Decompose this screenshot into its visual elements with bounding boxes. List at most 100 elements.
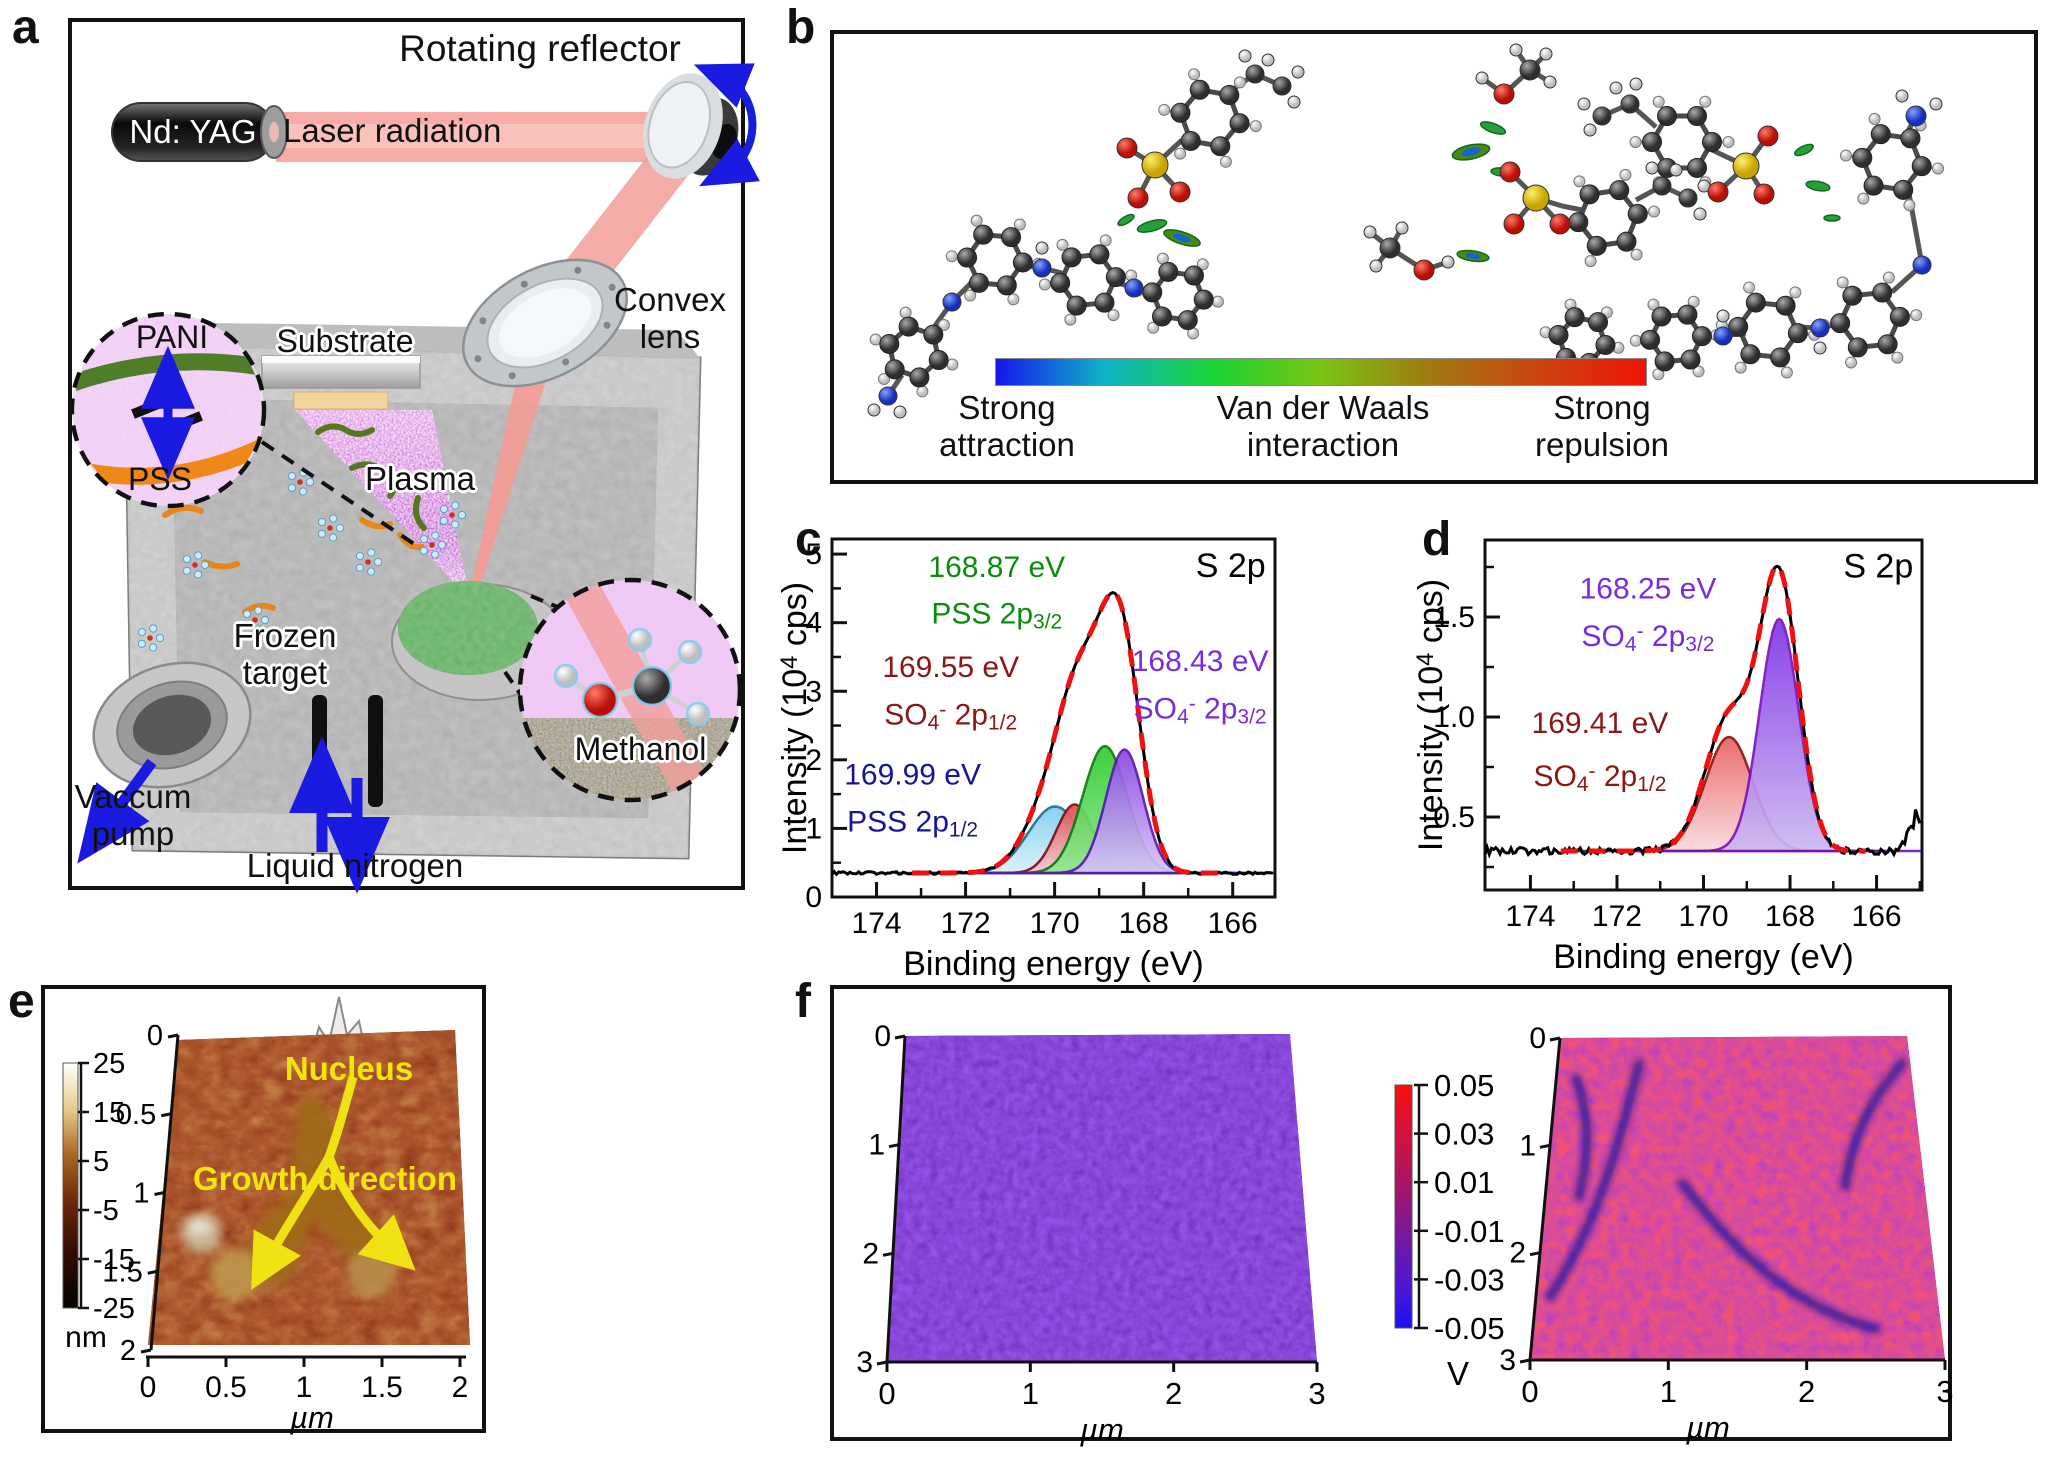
solvent-dot [355,551,365,561]
gray-atom [1620,94,1640,114]
c-atom [1189,79,1210,100]
convex-lens [462,258,628,388]
strong-attraction-label: Strong attraction [939,389,1075,463]
h-atom [1789,286,1802,299]
substrate-holder [261,355,421,410]
h-atom [1249,120,1262,133]
bond [1561,203,1583,213]
nd-yag-label: Nd: YAG [129,113,257,150]
solvent-dot [200,560,210,570]
y-axis-label: Intensity (104 cps) [776,582,814,854]
h-atom [1891,351,1904,364]
h-atom [1868,112,1881,125]
c-atom [1627,203,1648,224]
van-der-waals-label: Van der Waals interaction [1216,389,1430,463]
gray-atom [1379,237,1401,259]
c-atom [1687,106,1707,127]
h-atom [1196,258,1209,271]
afm-surface [148,996,470,1345]
white-atom [1609,81,1623,95]
solvent-dot [373,557,383,567]
c-atom [879,333,900,354]
solvent-dot [298,487,308,496]
f-right-y-tick [1519,1358,1531,1364]
plot-frame [1483,538,1924,892]
x-tick-label: 168 [1119,907,1169,940]
lens-bolt [603,321,611,329]
blue-atom [1032,258,1052,278]
peak-1 [1623,617,1922,853]
h-atom [1619,168,1632,181]
y-tick-label: 1.0 [1433,701,1475,734]
plasma-label: Plasma [364,460,476,497]
vacuum-arrow [77,758,157,864]
c-atom [884,359,905,380]
panel-label-e: e [8,975,35,1028]
f-right-x-tick-label: 0 [1521,1374,1538,1409]
solvent-dot [260,615,270,625]
envelope-curve [830,590,1274,877]
x-tick-label: 170 [1030,907,1080,940]
e-y-tick [160,1112,172,1118]
lens-bolt [479,317,487,325]
solvent-dot [457,510,467,520]
growth-direction-label: Growth direction [193,1160,457,1197]
c-atom [1691,326,1712,347]
e-y-tick-label: 2 [120,1335,136,1367]
f-left-y-axis [885,1035,907,1363]
solvent-dot [430,550,440,559]
h-atom [899,306,912,319]
c-atom [1847,337,1868,358]
solvent-dot [439,504,449,514]
h-atom [1722,136,1735,148]
white-atom [1509,43,1523,57]
peak-name-label-0: SO4- 2p1/2 [1533,760,1666,796]
x-axis-label: Binding energy (eV) [1553,938,1854,976]
e-y-tick-label: 1.5 [102,1256,142,1288]
c-atom [1012,252,1033,273]
f-left-x-tick-label: 1 [1022,1376,1039,1411]
c-atom [1151,306,1172,327]
nd-yag-laser [111,102,288,162]
h-atom [1056,238,1069,251]
y-tick-label: 1.5 [1433,601,1475,634]
h-atom [937,319,950,332]
white-atom [1369,259,1383,273]
frozen-target-label: Frozen target [233,617,337,691]
h-atom [1932,162,1945,175]
c-atom [1775,295,1796,316]
c-atom [1830,313,1851,334]
solvent-o-dot [252,617,258,623]
white-atom [1363,225,1377,239]
spectrum-title: S 2p [1843,547,1913,585]
h-atom [1734,361,1747,374]
f-left-x-tick-label: 2 [1165,1376,1182,1411]
e-x-axis-unit: µm [289,1400,334,1435]
c-atom [1548,325,1569,346]
lens-bolt [574,266,582,274]
pss-label: PSS [127,461,193,497]
f-left-y-tick-label: 3 [856,1346,873,1379]
gray-atom [1592,106,1612,126]
red-atom [1127,187,1149,209]
h-atom [1903,199,1916,212]
red-atom [1549,213,1571,235]
blue-atom [942,292,962,312]
c-atom [1177,310,1198,331]
c-atom [1787,323,1808,344]
h-atom [1007,293,1020,306]
solvent-dot [419,546,428,555]
solvent-dot [182,566,191,575]
c-atom [928,350,949,371]
panel-d-xps-chart: 174 172 170 168 166 0.5 1.0 1.5 Binding energy (… [1412,538,1924,976]
c-atom [1900,128,1921,149]
panel-label-f: f [795,975,811,1028]
lens-bolt [608,283,616,291]
solvent-o-dot [449,512,455,518]
c-atom [1677,304,1698,325]
h-atom [945,250,958,263]
f-right-y-tick-label: 2 [1509,1237,1526,1270]
panel-c-xps-chart: 174 172 170 168 166 0 1 2 3 4 5 Binding energy (eV)… [776,537,1277,983]
solvent-dot [148,643,158,652]
